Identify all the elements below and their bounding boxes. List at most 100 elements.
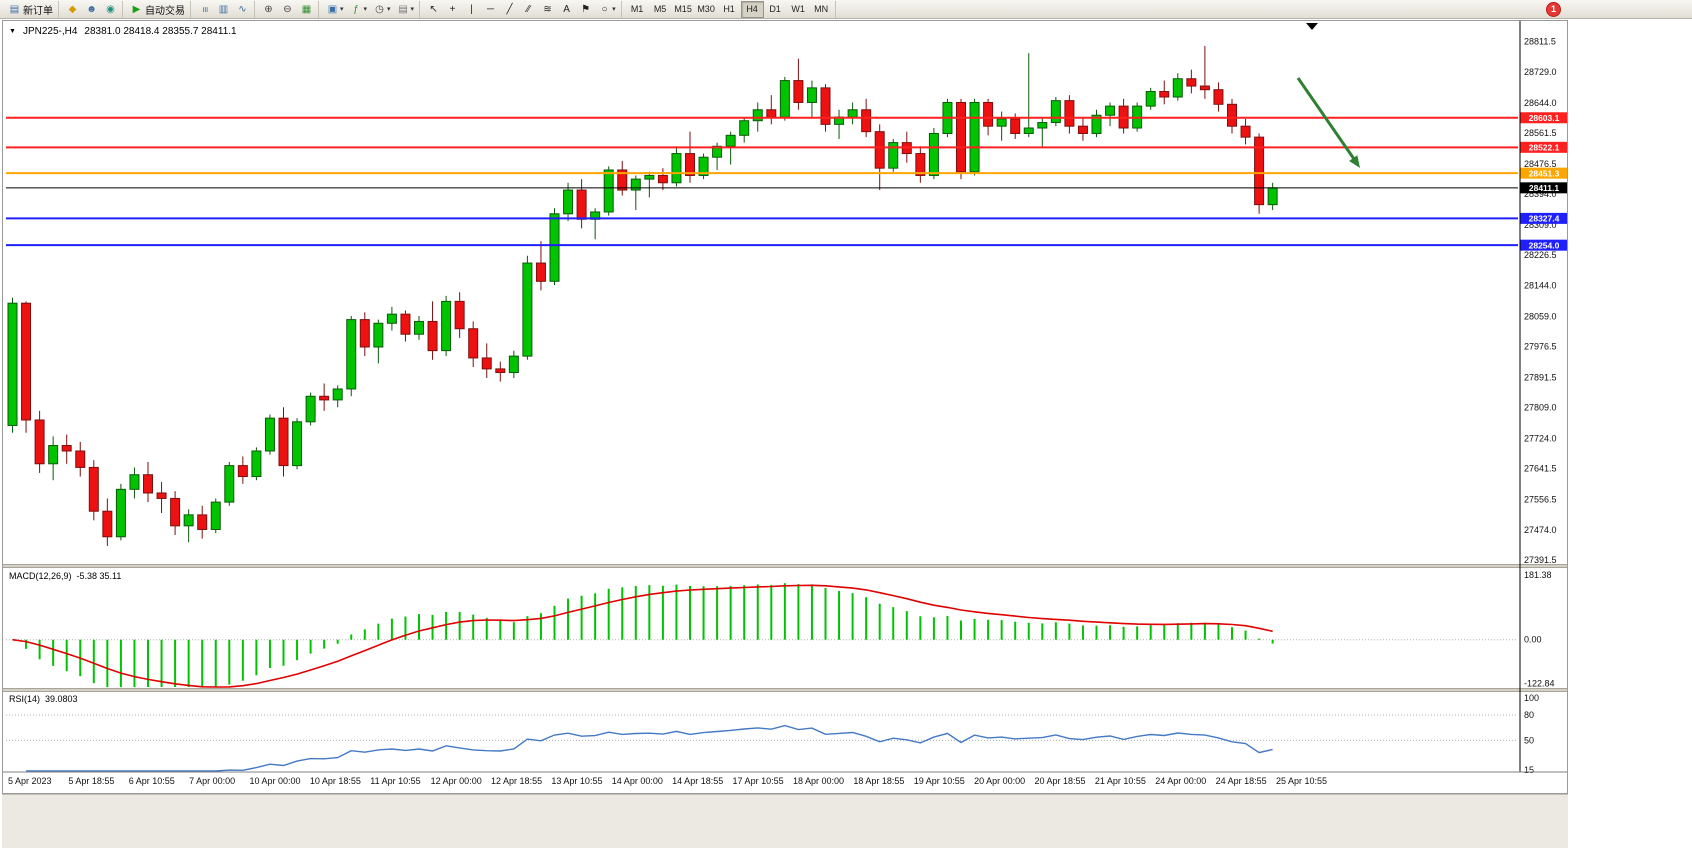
timeframe-mn[interactable]: MN <box>814 3 829 14</box>
svg-text:80: 80 <box>1524 710 1534 720</box>
zoom-out-icon: ⊖ <box>283 3 292 15</box>
timeframe-m5[interactable]: M5 <box>653 3 667 14</box>
timeframe-h4[interactable]: H4 <box>740 0 764 18</box>
shapes-icon: ○ <box>601 3 608 15</box>
candlestick-chart-icon: ▥ <box>218 3 229 15</box>
new-order-label: 新订单 <box>23 5 53 17</box>
svg-text:14 Apr 00:00: 14 Apr 00:00 <box>612 776 663 786</box>
fibonacci-button[interactable]: ≋ <box>538 0 557 18</box>
candlestick-chart-canvas[interactable]: 28811.5 28729.0 28644.0 28561.5 28476.5 28394… <box>2 20 1568 794</box>
vertical-line-button[interactable]: | <box>462 0 481 18</box>
svg-text:11 Apr 10:55: 11 Apr 10:55 <box>370 776 420 786</box>
timeframe-h1[interactable]: H1 <box>723 3 735 14</box>
chart-window: 28811.5 28729.0 28644.0 28561.5 28476.5 28394… <box>2 20 1568 794</box>
svg-text:20 Apr 18:55: 20 Apr 18:55 <box>1034 776 1085 786</box>
toolbar-group: ▣ ▾ ƒ ▾ ◷ ▾ ▤ ▾ <box>321 0 421 18</box>
svg-text:27391.5: 27391.5 <box>1524 555 1557 565</box>
timeframe-m1[interactable]: M1 <box>630 3 644 14</box>
svg-text:19 Apr 10:55: 19 Apr 10:55 <box>914 776 965 786</box>
new-chart-button[interactable]: ▣ ▾ <box>323 0 347 18</box>
cursor-button[interactable]: ↖ <box>424 0 443 18</box>
scroll-marker-icon[interactable] <box>1306 23 1318 30</box>
horizontal-lines[interactable] <box>6 116 1518 247</box>
svg-text:-122.84: -122.84 <box>1524 679 1555 689</box>
indicators-caret-icon[interactable]: ▾ <box>363 6 368 13</box>
text-label-button[interactable]: ⚑ <box>576 0 595 18</box>
macd-panel: 181.38 0.00 -122.84 <box>6 570 1555 689</box>
community-button[interactable]: ◉ <box>101 0 120 18</box>
profiles-button[interactable]: ◷ ▾ <box>370 0 394 18</box>
line-chart-button[interactable]: ∿ <box>233 0 252 18</box>
svg-text:27556.5: 27556.5 <box>1524 495 1557 505</box>
annotation-arrow[interactable] <box>1296 77 1360 168</box>
line-chart-icon: ∿ <box>238 3 247 15</box>
profile-button[interactable]: ☻ <box>82 0 101 18</box>
profiles-caret-icon[interactable]: ▾ <box>387 6 391 13</box>
horizontal-line-button[interactable]: ─ <box>481 0 500 18</box>
zoom-out-button[interactable]: ⊖ <box>278 0 297 18</box>
vertical-line-icon: | <box>470 3 473 15</box>
svg-text:0.00: 0.00 <box>1524 635 1542 645</box>
tile-windows-button[interactable]: ▦ <box>297 0 316 18</box>
svg-text:20 Apr 00:00: 20 Apr 00:00 <box>974 776 1025 786</box>
svg-text:28603.1: 28603.1 <box>1529 113 1560 123</box>
timeframe-group: M1 M5 M15 M30 H1 H4 D1 W1 MN <box>624 0 836 18</box>
svg-text:5 Apr 18:55: 5 Apr 18:55 <box>68 776 114 786</box>
profile-icon: ☻ <box>86 3 97 15</box>
mql5-button[interactable]: ◆ <box>63 0 82 18</box>
bar-chart-button[interactable]: ≡ <box>195 0 214 18</box>
candlestick-chart-button[interactable]: ▥ <box>214 0 233 18</box>
horizontal-line-icon: ─ <box>487 3 495 15</box>
text-button[interactable]: A <box>557 0 576 18</box>
svg-text:18 Apr 00:00: 18 Apr 00:00 <box>793 776 844 786</box>
new-order-button[interactable]: ▤ 新订单 <box>5 0 56 18</box>
zoom-in-button[interactable]: ⊕ <box>259 0 278 18</box>
mql5-icon: ◆ <box>68 3 77 15</box>
svg-text:27809.0: 27809.0 <box>1524 403 1557 413</box>
timeframe-m15[interactable]: M15 <box>674 3 692 14</box>
svg-text:14 Apr 18:55: 14 Apr 18:55 <box>672 776 723 786</box>
timeframe-d1[interactable]: D1 <box>769 3 781 14</box>
price-axis: 28811.5 28729.0 28644.0 28561.5 28476.5 28394… <box>1520 37 1568 565</box>
toolbar-group: ▤ 新订单 <box>3 0 59 18</box>
svg-text:28644.0: 28644.0 <box>1524 98 1557 108</box>
notifications-badge[interactable]: 1 <box>1546 2 1561 17</box>
svg-text:15: 15 <box>1524 765 1534 775</box>
auto-trading-button[interactable]: ▶ 自动交易 <box>127 0 188 18</box>
crosshair-icon: + <box>449 3 456 15</box>
shapes-button[interactable]: ○ ▾ <box>595 0 619 18</box>
svg-text:12 Apr 00:00: 12 Apr 00:00 <box>431 776 482 786</box>
shapes-caret-icon[interactable]: ▾ <box>612 6 616 13</box>
svg-text:28309.0: 28309.0 <box>1524 220 1557 230</box>
svg-text:25 Apr 10:55: 25 Apr 10:55 <box>1276 776 1327 786</box>
community-icon: ◉ <box>106 3 115 15</box>
svg-text:28144.0: 28144.0 <box>1524 280 1557 290</box>
svg-text:28411.1: 28411.1 <box>1529 183 1560 193</box>
timeframe-w1[interactable]: W1 <box>791 3 805 14</box>
timeframe-m30[interactable]: M30 <box>697 3 715 14</box>
svg-text:17 Apr 10:55: 17 Apr 10:55 <box>733 776 784 786</box>
equidistant-channel-button[interactable]: ∕∕ <box>519 0 538 18</box>
svg-text:10 Apr 00:00: 10 Apr 00:00 <box>250 776 301 786</box>
crosshair-button[interactable]: + <box>443 0 462 18</box>
svg-text:13 Apr 10:55: 13 Apr 10:55 <box>551 776 602 786</box>
svg-text:28451.3: 28451.3 <box>1529 168 1560 178</box>
indicators-button[interactable]: ƒ ▾ <box>347 0 371 18</box>
svg-text:27474.0: 27474.0 <box>1524 525 1557 535</box>
new-chart-caret-icon[interactable]: ▾ <box>340 6 344 13</box>
templates-caret-icon[interactable]: ▾ <box>410 6 415 13</box>
svg-text:181.38: 181.38 <box>1524 570 1552 580</box>
svg-text:28729.0: 28729.0 <box>1524 67 1557 77</box>
new-chart-icon: ▣ <box>327 3 338 15</box>
cursor-icon: ↖ <box>429 3 438 15</box>
auto-trading-label: 自动交易 <box>145 5 185 17</box>
templates-button[interactable]: ▤ ▾ <box>394 0 418 18</box>
svg-text:28226.5: 28226.5 <box>1524 250 1557 260</box>
svg-text:28327.4: 28327.4 <box>1529 214 1560 224</box>
trendline-button[interactable]: ╱ <box>500 0 519 18</box>
svg-text:28561.5: 28561.5 <box>1524 128 1557 138</box>
toolbar-group: ⊕ ⊖ ▦ <box>257 0 319 18</box>
toolbar-group: ≡ ▥ ∿ <box>193 0 255 18</box>
svg-text:21 Apr 10:55: 21 Apr 10:55 <box>1095 776 1146 786</box>
window-bottom-edge <box>2 794 1568 848</box>
